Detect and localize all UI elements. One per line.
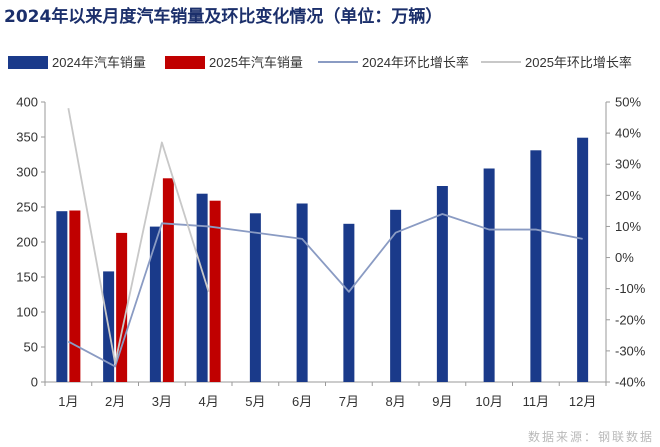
bar-2024 — [249, 213, 261, 382]
x-tick-label: 4月 — [199, 394, 219, 409]
legend-label: 2025年环比增长率 — [525, 55, 632, 70]
bar-2024 — [56, 211, 68, 382]
chart-title: 2024年以来月度汽车销量及环比变化情况（单位：万辆） — [4, 7, 443, 27]
left-tick-label: 350 — [16, 130, 38, 145]
right-tick-label: 50% — [615, 95, 641, 110]
x-tick-label: 1月 — [58, 394, 78, 409]
line-2025-growth — [67, 108, 210, 365]
bar-2025 — [69, 210, 81, 382]
bar-2024 — [390, 209, 402, 382]
left-tick-label: 250 — [16, 200, 38, 215]
bar-2024 — [436, 186, 448, 382]
right-tick-label: -40% — [615, 375, 646, 390]
bar-2024 — [577, 137, 589, 382]
left-tick-label: 50 — [24, 340, 38, 355]
legend: 2024年汽车销量 2025年汽车销量 2024年环比增长率 2025年环比增长率 — [8, 55, 632, 70]
legend-swatch — [165, 56, 205, 69]
left-tick-label: 150 — [16, 270, 38, 285]
legend-swatch — [8, 56, 48, 69]
bar-2024 — [296, 203, 308, 382]
x-tick-label: 2月 — [105, 394, 125, 409]
x-tick-label: 6月 — [292, 394, 312, 409]
bars — [56, 137, 589, 382]
left-tick-label: 300 — [16, 165, 38, 180]
x-tick-label: 12月 — [569, 394, 596, 409]
bar-2024 — [343, 223, 355, 382]
x-tick-label: 8月 — [386, 394, 406, 409]
legend-label: 2024年汽车销量 — [52, 55, 146, 70]
right-tick-label: 0% — [615, 250, 634, 265]
bar-2024 — [149, 226, 161, 382]
axes: 0 50 100 150 200 250 300 350 400 -40% -30% -20% -10%… — [16, 95, 645, 410]
right-tick-label: -30% — [615, 343, 646, 358]
bar-2024 — [483, 168, 495, 382]
x-tick-label: 9月 — [432, 394, 452, 409]
line-2024-growth — [67, 213, 583, 368]
right-tick-label: 20% — [615, 188, 641, 203]
legend-label: 2025年汽车销量 — [209, 55, 303, 70]
bar-2025 — [116, 232, 128, 382]
lines — [67, 108, 583, 368]
bar-2025 — [209, 200, 221, 382]
x-tick-label: 10月 — [475, 394, 502, 409]
right-tick-label: 10% — [615, 219, 641, 234]
source-note: 数据来源：钢联数据 — [527, 430, 654, 444]
legend-label: 2024年环比增长率 — [362, 55, 469, 70]
right-tick-label: -20% — [615, 312, 646, 327]
x-tick-label: 3月 — [152, 394, 172, 409]
left-tick-label: 0 — [31, 375, 38, 390]
right-tick-label: 30% — [615, 157, 641, 172]
right-tick-label: 40% — [615, 126, 641, 141]
bar-2025 — [162, 178, 174, 382]
left-tick-label: 400 — [16, 95, 38, 110]
left-tick-label: 200 — [16, 235, 38, 250]
bar-2024 — [530, 150, 542, 382]
left-tick-label: 100 — [16, 305, 38, 320]
x-tick-label: 7月 — [339, 394, 359, 409]
bar-2024 — [196, 193, 208, 382]
x-tick-label: 5月 — [245, 394, 265, 409]
x-tick-label: 11月 — [523, 394, 550, 409]
right-tick-label: -10% — [615, 281, 646, 296]
